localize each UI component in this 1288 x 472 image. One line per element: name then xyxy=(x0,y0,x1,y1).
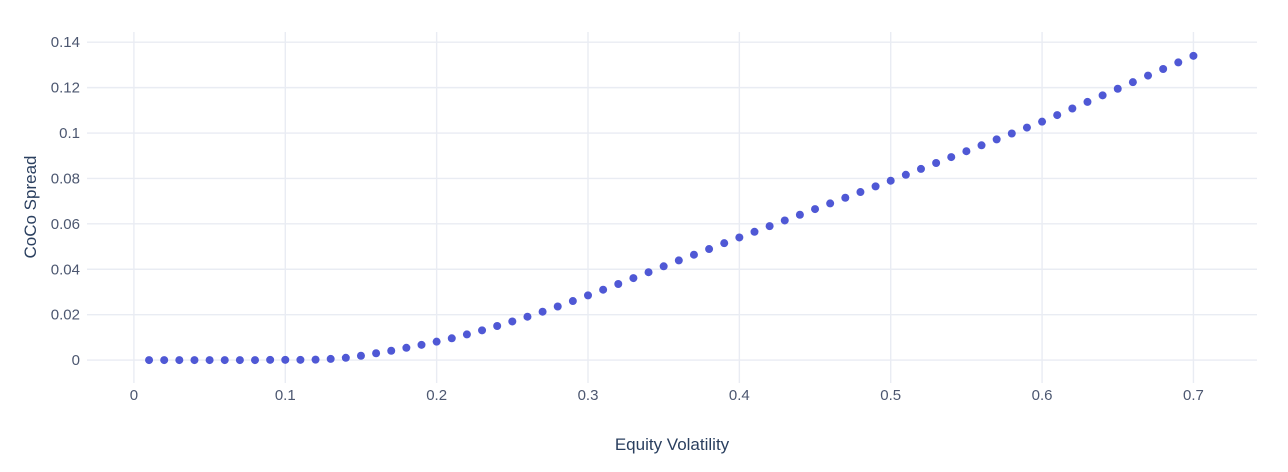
scatter-point xyxy=(992,135,1001,144)
y-tick-label: 0.04 xyxy=(51,261,80,278)
scatter-point xyxy=(145,356,154,365)
scatter-point xyxy=(674,256,683,265)
scatter-point xyxy=(326,354,335,363)
scatter-point xyxy=(1128,78,1137,87)
scatter-point xyxy=(659,262,668,271)
scatter-point xyxy=(871,182,880,191)
scatter-point xyxy=(281,355,290,364)
scatter-point xyxy=(1113,84,1122,93)
scatter-point xyxy=(901,170,910,179)
x-tick-label: 0 xyxy=(130,387,138,404)
scatter-point xyxy=(735,233,744,242)
scatter-point xyxy=(1144,71,1153,80)
x-tick-label: 0.4 xyxy=(729,387,750,404)
scatter-point xyxy=(1098,91,1107,100)
scatter-point xyxy=(811,205,820,214)
scatter-point xyxy=(916,164,925,173)
scatter-point xyxy=(962,147,971,156)
scatter-point xyxy=(220,356,229,365)
scatter-point xyxy=(795,210,804,219)
x-tick-label: 0.2 xyxy=(426,387,447,404)
scatter-point xyxy=(553,302,562,311)
scatter-point xyxy=(447,334,456,343)
scatter-point xyxy=(689,250,698,259)
scatter-point xyxy=(599,285,608,294)
x-tick-label: 0.7 xyxy=(1183,387,1204,404)
x-tick-label: 0.6 xyxy=(1032,387,1053,404)
y-axis-title: CoCo Spread xyxy=(21,155,40,259)
y-tick-label: 0.14 xyxy=(51,34,80,51)
scatter-point xyxy=(841,193,850,202)
scatter-point xyxy=(523,312,532,321)
scatter-point xyxy=(175,356,184,365)
x-tick-label: 0.1 xyxy=(275,387,296,404)
scatter-point xyxy=(493,322,502,331)
scatter-point xyxy=(160,356,169,365)
scatter-point xyxy=(644,268,653,277)
scatter-point xyxy=(387,346,396,355)
scatter-point xyxy=(311,355,320,364)
scatter-point xyxy=(977,141,986,150)
scatter-point xyxy=(1053,111,1062,120)
y-tick-label: 0.06 xyxy=(51,216,80,233)
y-tick-label: 0.12 xyxy=(51,80,80,97)
scatter-point xyxy=(402,343,411,352)
x-axis-title: Equity Volatility xyxy=(614,435,730,454)
scatter-point xyxy=(750,227,759,236)
scatter-point xyxy=(705,245,714,254)
scatter-point xyxy=(1022,123,1031,132)
scatter-point xyxy=(1159,65,1168,74)
scatter-point xyxy=(765,222,774,231)
scatter-point xyxy=(190,356,199,365)
scatter-point xyxy=(538,307,547,316)
y-tick-label: 0.02 xyxy=(51,307,80,324)
scatter-point xyxy=(1189,51,1198,60)
scatter-point xyxy=(341,353,350,362)
scatter-point xyxy=(296,355,305,364)
scatter-point xyxy=(826,199,835,208)
scatter-point xyxy=(235,356,244,365)
y-tick-label: 0.08 xyxy=(51,170,80,187)
scatter-point xyxy=(372,349,381,358)
y-tick-label: 0 xyxy=(72,352,80,369)
scatter-point xyxy=(583,291,592,300)
scatter-point xyxy=(1174,58,1183,67)
scatter-point xyxy=(932,159,941,168)
y-tick-label: 0.1 xyxy=(59,125,80,142)
scatter-point xyxy=(614,280,623,289)
scatter-point xyxy=(432,337,441,346)
scatter-point xyxy=(356,351,365,360)
x-tick-label: 0.3 xyxy=(578,387,599,404)
scatter-point xyxy=(462,330,471,339)
scatter-point xyxy=(1038,117,1047,126)
scatter-point xyxy=(266,355,275,364)
scatter-point xyxy=(417,340,426,349)
scatter-point xyxy=(1007,129,1016,138)
scatter-point xyxy=(629,274,638,283)
scatter-point xyxy=(780,216,789,225)
x-tick-label: 0.5 xyxy=(880,387,901,404)
scatter-point xyxy=(1068,104,1077,113)
scatter-point xyxy=(720,239,729,248)
scatter-point xyxy=(1083,97,1092,106)
scatter-point xyxy=(251,356,260,365)
scatter-point xyxy=(205,356,214,365)
scatter-point xyxy=(478,326,487,335)
scatter-point xyxy=(856,188,865,197)
scatter-point xyxy=(947,153,956,162)
scatter-point xyxy=(886,176,895,185)
scatter-point xyxy=(508,317,517,326)
scatter-point xyxy=(568,297,577,306)
